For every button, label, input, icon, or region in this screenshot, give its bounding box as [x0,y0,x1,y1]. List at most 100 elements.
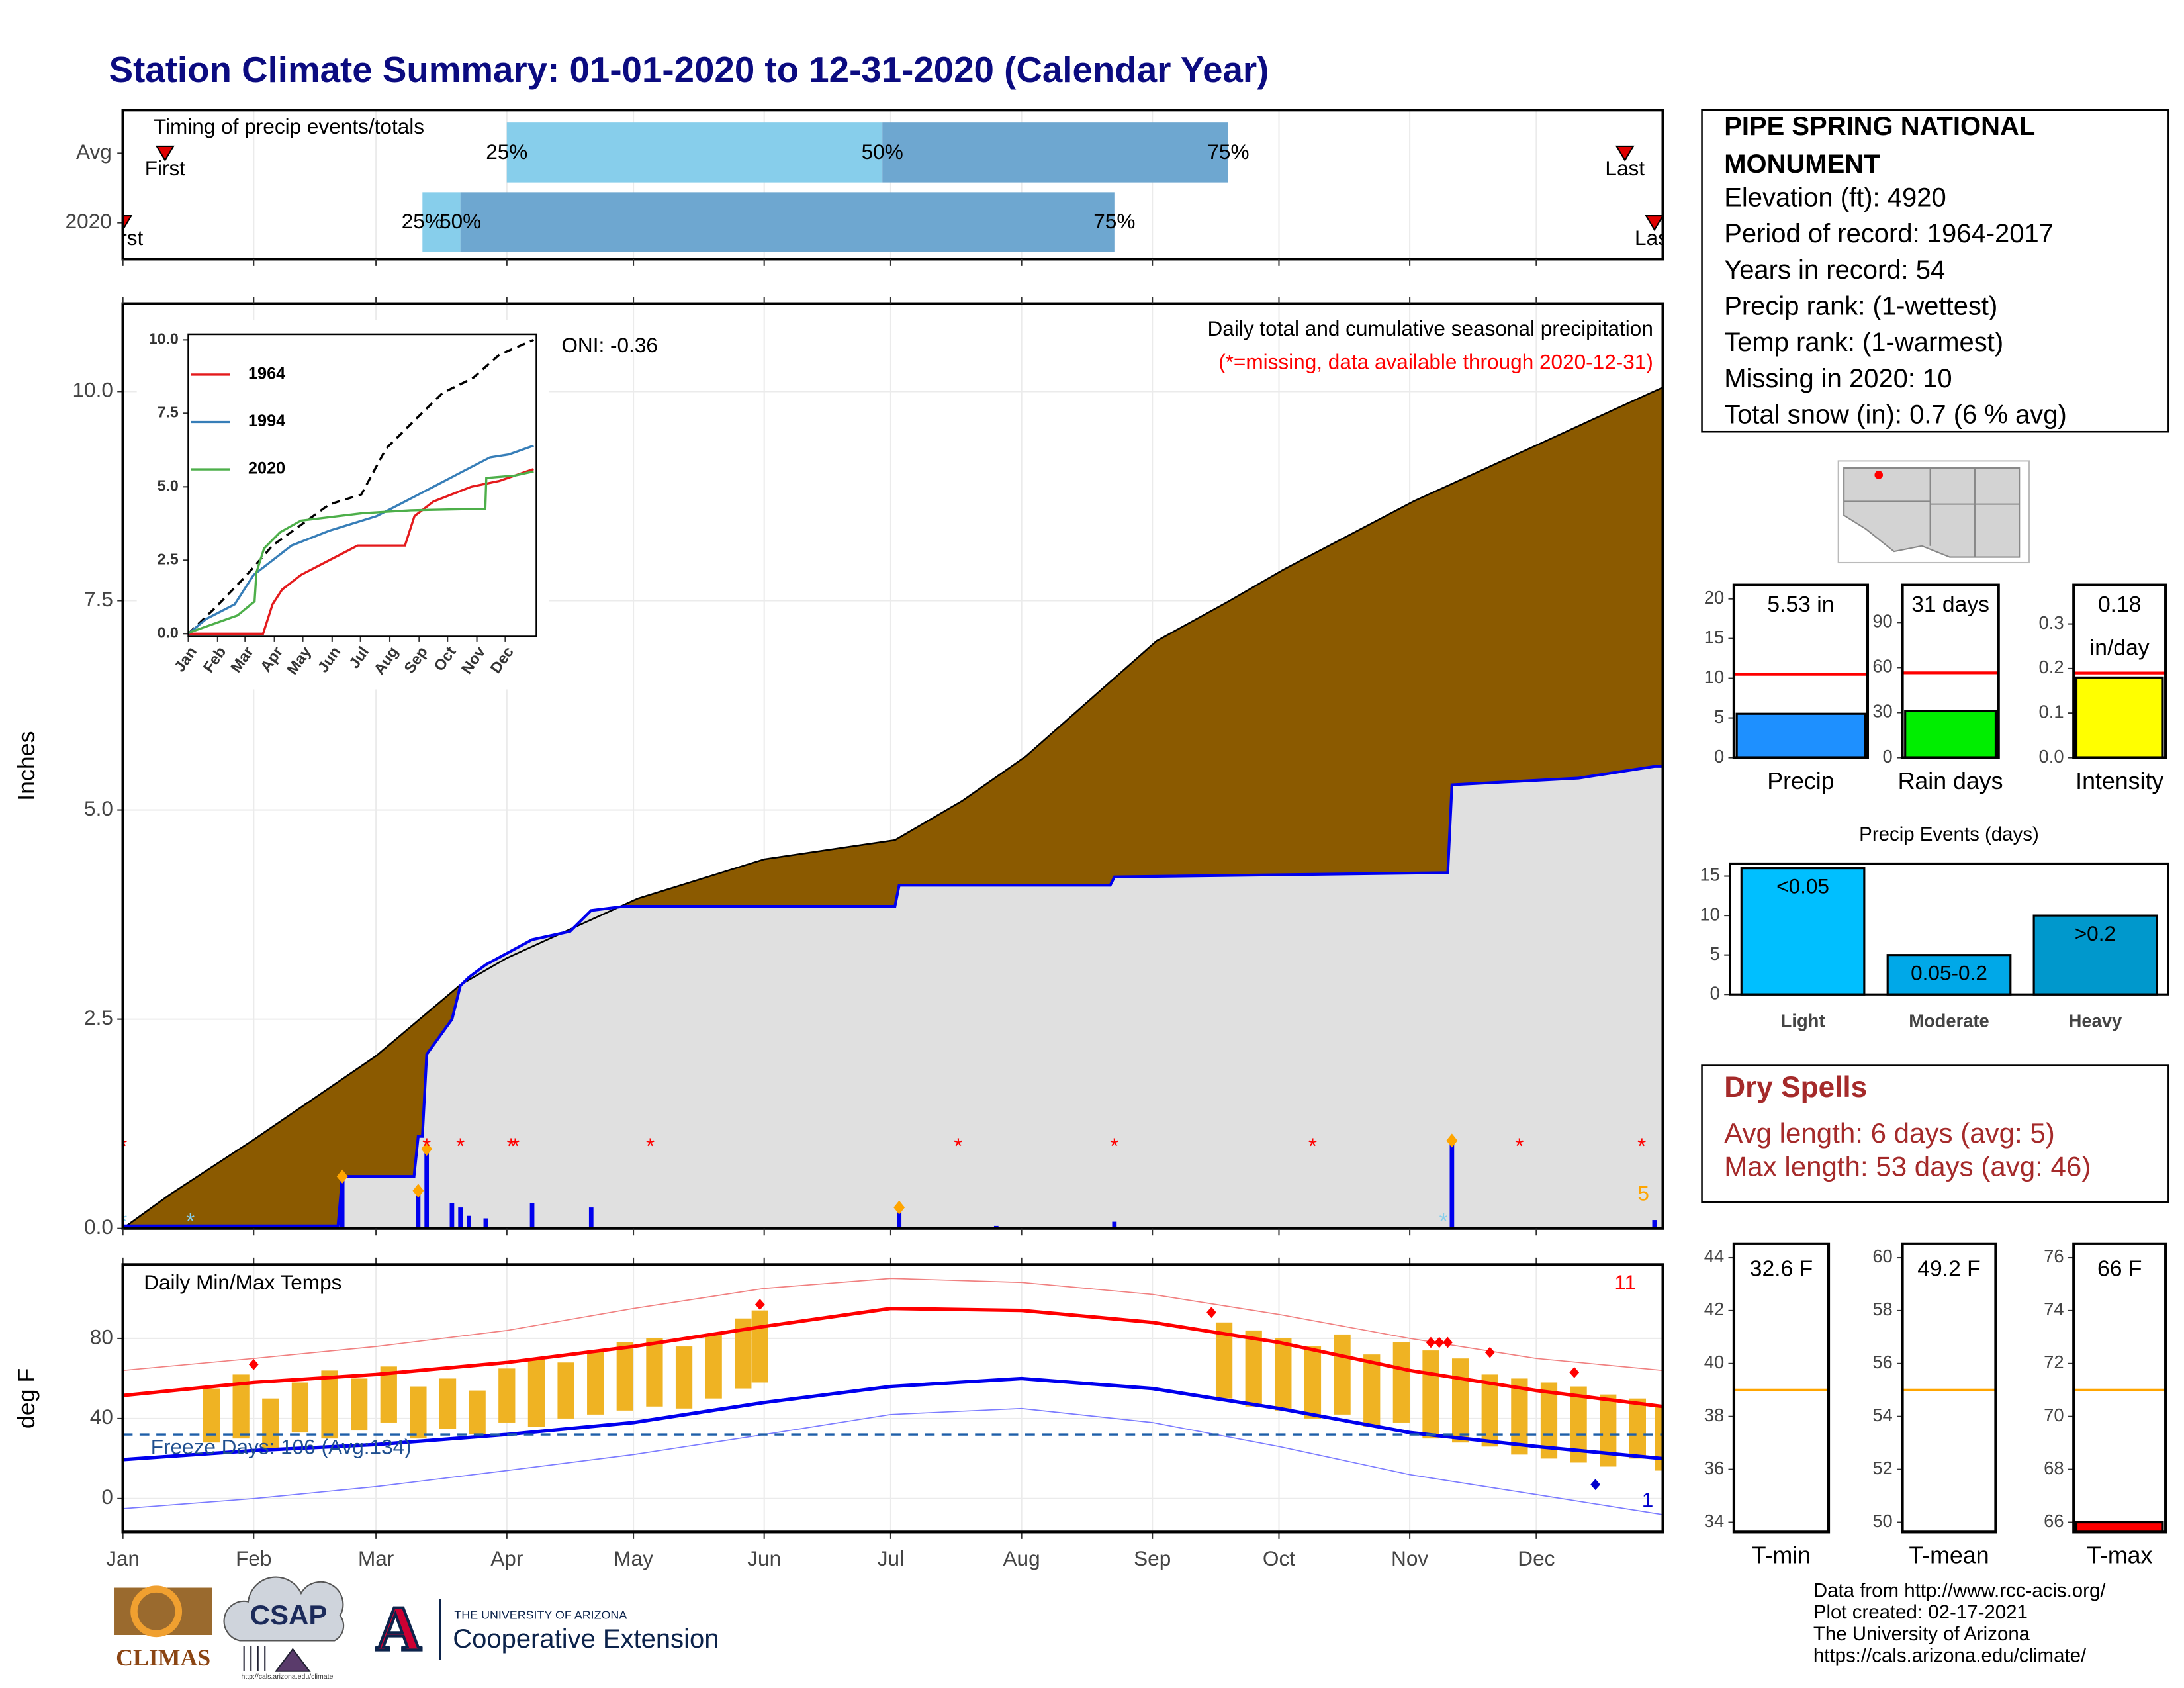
climas-mark [114,1587,212,1636]
unit-label: in/day [2090,635,2150,660]
event-marker [1446,1133,1458,1148]
climas-logo: CLIMAS [116,1644,210,1671]
category-label: T-min [1752,1542,1811,1569]
daily-range-bar [1245,1330,1262,1407]
row-label: 2020 [66,209,112,233]
y-tick-label: 34 [1704,1511,1724,1531]
chart-title: Precip Events (days) [1859,823,2039,845]
daily-range-bar [262,1398,279,1449]
map-borders [1844,467,2020,557]
daily-range-bar [410,1386,427,1439]
station-info: Total snow (in): 0.7 (6 % avg) [1724,400,2067,430]
daily-range-bar [1451,1358,1469,1443]
value-label: 5.53 in [1767,592,1834,617]
x-tick-label: Jul [878,1546,904,1570]
plot-frame [1901,1242,1997,1534]
record-marker [1569,1366,1580,1378]
y-tick-label: 70 [2044,1405,2064,1425]
y-tick-label: 80 [90,1325,113,1348]
event-marker [122,215,133,232]
daily-range-bar [751,1310,768,1383]
daily-range-bar [527,1358,545,1427]
inset-line [187,444,534,635]
daily-bar [483,1218,488,1229]
bar [2075,1521,2164,1532]
panel-frame [121,302,1664,1230]
y-tick-label: 74 [2044,1299,2064,1319]
footer-line: Plot created: 02-17-2021 [1813,1601,2028,1623]
station-info: Precip rank: (1-wettest) [1724,292,1997,321]
record-marker [754,1299,765,1310]
y-tick-label: 0 [1714,746,1724,767]
bar [1886,954,2012,996]
freeze-annotation: Freeze Days: 106 (Avg:134) [151,1434,412,1458]
y-tick-label: 10.0 [149,330,179,347]
y-tick-label: 7.5 [84,587,113,611]
plot-frame [1732,583,1870,759]
row-label: Avg [76,140,112,164]
footer-line: https://cals.arizona.edu/climate/ [1813,1644,2087,1666]
daily-range-bar [587,1350,604,1415]
dry-spells-line: Max length: 53 days (avg: 46) [1724,1150,2091,1182]
category-label: T-max [2087,1542,2152,1569]
quartile-bar [882,122,1228,183]
x-tick-label: Aug [1003,1546,1040,1570]
x-tick-label: Heavy [2069,1011,2122,1031]
chart-title: Daily Min/Max Temps [144,1270,341,1294]
x-tick-label: Nov [1391,1546,1428,1570]
panel-frame [121,109,1664,261]
csap-icon [243,1646,311,1672]
x-tick-label: Light [1781,1011,1825,1031]
daily-range-bar [1363,1354,1381,1427]
daily-bar [1449,1140,1455,1229]
daily-bar [897,1207,902,1229]
record-line [122,1278,1663,1372]
y-tick-label: 44 [1704,1246,1724,1266]
daily-range-bar [1422,1350,1439,1439]
category-label: T-mean [1909,1542,1989,1569]
y-tick-label: 54 [1872,1405,1892,1425]
info-box [1701,109,2169,433]
event-marker [155,145,175,162]
quartile-label: 25% [486,140,527,164]
x-tick-label: Dec [1518,1546,1555,1570]
missing-marker: * [456,1135,465,1159]
y-axis-label: Inches [13,731,40,801]
y-tick-label: 0.0 [2039,746,2064,767]
dry-spells-line: Avg length: 6 days (avg: 5) [1724,1117,2055,1149]
y-axis-label: deg F [13,1368,40,1429]
legend-label: 1994 [248,412,285,430]
x-tick-label: Mar [358,1546,394,1570]
y-tick-label: 7.5 [158,403,179,420]
y-tick-label: 40 [1704,1352,1724,1372]
temp-plot [122,1264,1663,1532]
category-label: Intensity [2075,768,2163,794]
missing-marker: * [118,1135,127,1159]
plot-area [1902,1388,1996,1532]
csap-url: http://cals.arizona.edu/climate [241,1673,333,1681]
event-marker [1645,215,1663,232]
daily-bar [529,1203,535,1229]
bar [1735,712,1866,758]
record-low-count: 1 [1642,1487,1654,1511]
quartile-label: 50% [439,209,481,233]
plot-frame [2072,583,2167,759]
value-label: 31 days [1911,592,1989,617]
quartile-label: 75% [1207,140,1249,164]
daily-range-bar [498,1368,516,1423]
plot-bg [2073,1243,2166,1532]
station-info: Elevation (ft): 4920 [1724,183,1946,212]
plot-area [1733,1388,1829,1532]
daily-range-bar [1304,1346,1322,1419]
y-tick-label: 60 [1872,1246,1892,1266]
y-tick-label: 42 [1704,1299,1724,1319]
y-tick-label: 5.0 [158,477,179,494]
quartile-bar [422,192,461,252]
daily-range-bar [1392,1342,1410,1423]
value-label: 66 F [2097,1257,2142,1282]
station-name: MONUMENT [1724,150,1880,179]
daily-range-bar [351,1378,368,1431]
university-name: THE UNIVERSITY OF ARIZONA [454,1608,627,1621]
quartile-label: 50% [862,140,903,164]
